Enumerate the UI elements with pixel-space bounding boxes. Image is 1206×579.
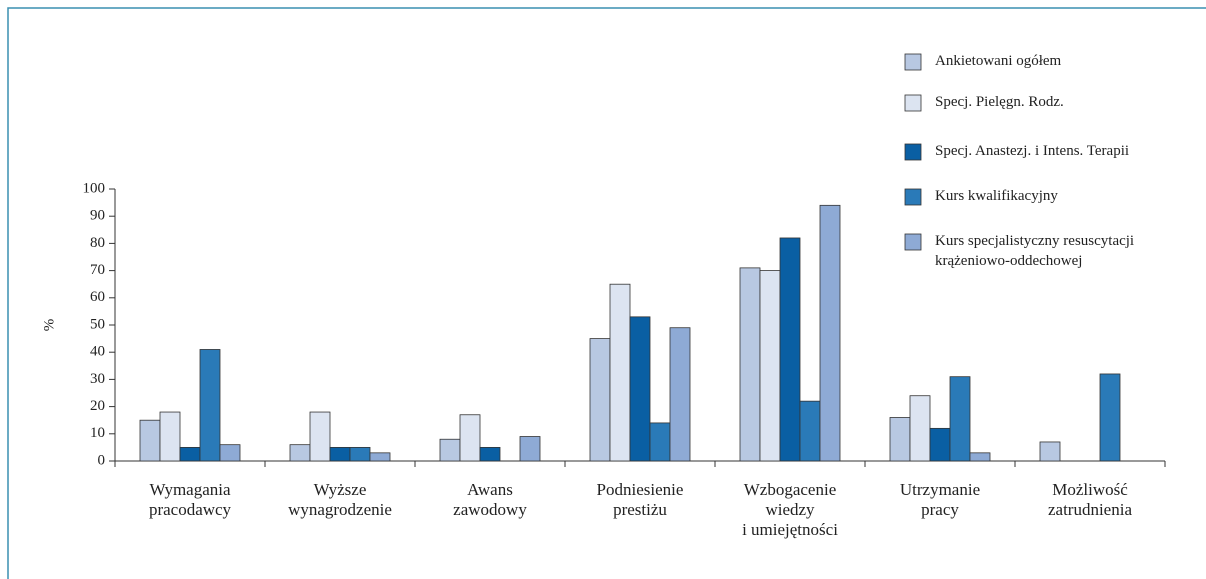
bar (649, 422, 671, 462)
bar (819, 204, 841, 462)
legend-swatch (904, 94, 922, 112)
y-tick-label: 30 (90, 371, 105, 387)
legend-swatch (904, 143, 922, 161)
legend-swatch (904, 233, 922, 251)
x-tick-label: Podniesienie prestiżu (597, 480, 684, 519)
bar (309, 411, 331, 462)
bar (669, 327, 691, 462)
y-tick-label: 10 (90, 425, 105, 441)
y-tick-label: 0 (98, 452, 106, 468)
bar (479, 446, 501, 462)
bar (609, 283, 631, 462)
bar (799, 400, 821, 462)
bar (949, 376, 971, 462)
bar (219, 444, 241, 462)
legend-label: Ankietowani ogółem (935, 53, 1062, 69)
y-tick-label: 90 (90, 208, 105, 224)
bar (629, 316, 651, 462)
bar (759, 270, 781, 462)
y-tick-label: 70 (90, 262, 105, 278)
frame (7, 7, 1206, 579)
bar (329, 446, 351, 462)
bar (1039, 441, 1061, 462)
bar (349, 446, 371, 462)
y-tick-label: 40 (90, 344, 105, 360)
bar (459, 414, 481, 462)
bar (969, 452, 991, 462)
bar (1099, 373, 1121, 462)
bar (909, 395, 931, 462)
x-tick-label: Wymagania pracodawcy (149, 480, 232, 519)
x-tick-label: Utrzymanie pracy (900, 480, 980, 519)
y-tick-label: 60 (90, 289, 105, 305)
legend-swatch (904, 188, 922, 206)
bar (589, 338, 611, 462)
bar (929, 427, 951, 462)
legend-label: Kurs specjalistyczny resuscytacji krążeni… (935, 233, 1134, 269)
x-tick-label: Możliwość zatrudnienia (1048, 480, 1132, 519)
x-tick-label: Awans zawodowy (453, 480, 527, 519)
bar (159, 411, 181, 462)
bar (179, 446, 201, 462)
bar (369, 452, 391, 462)
y-axis-label: % (41, 319, 57, 332)
bar (289, 444, 311, 462)
bar (199, 349, 221, 462)
bar (739, 267, 761, 462)
legend-swatch (904, 53, 922, 71)
bar (889, 417, 911, 462)
legend-label: Kurs kwalifikacyjny (935, 188, 1058, 204)
bar (519, 436, 541, 462)
legend-label: Specj. Pielęgn. Rodz. (935, 94, 1064, 110)
y-tick-label: 20 (90, 398, 105, 414)
bar (779, 237, 801, 462)
bar (139, 419, 161, 462)
y-tick-label: 100 (83, 180, 106, 196)
x-tick-label: Wyższe wynagrodzenie (288, 480, 392, 519)
x-tick-label: Wzbogacenie wiedzy i umiejętności (742, 480, 838, 539)
bar (439, 438, 461, 462)
y-tick-label: 50 (90, 316, 105, 332)
legend-label: Specj. Anastezj. i Intens. Terapii (935, 143, 1129, 159)
y-tick-label: 80 (90, 235, 105, 251)
